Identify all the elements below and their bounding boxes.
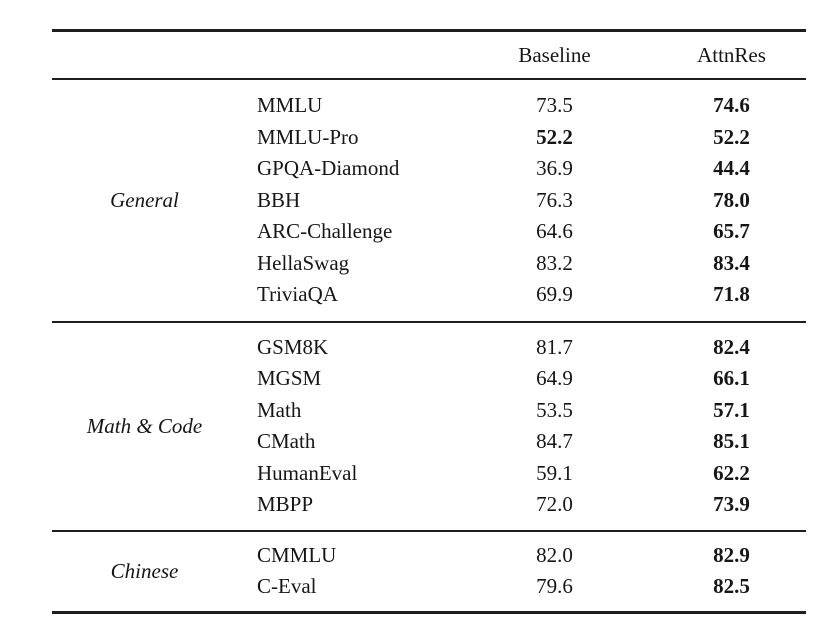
attnres-value: 66.1 [713,366,750,391]
table-header-row: Baseline AttnRes [52,32,806,80]
benchmark-name: CMMLU [257,542,337,567]
baseline-value: 83.2 [536,250,573,275]
baseline-value: 72.0 [536,492,573,517]
attnres-value: 82.4 [713,334,750,359]
section-general: General MMLU 73.5 74.6 MMLU-Pro 52.2 52.… [52,80,806,323]
benchmark-name: MMLU-Pro [257,124,359,149]
baseline-value: 69.9 [536,282,573,307]
attnres-value: 78.0 [713,187,750,212]
baseline-value: 64.9 [536,366,573,391]
benchmark-name: BBH [257,187,301,212]
benchmark-name: Math [257,397,302,422]
attnres-value: 82.5 [713,574,750,599]
attnres-value: 82.9 [713,542,750,567]
baseline-value: 73.5 [536,93,573,118]
baseline-value: 64.6 [536,219,573,244]
attnres-value: 65.7 [713,219,750,244]
benchmark-name: HellaSwag [257,250,350,275]
attnres-value: 83.4 [713,250,750,275]
group-label-math-code: Math & Code [86,413,203,438]
benchmark-name: ARC-Challenge [257,219,393,244]
benchmark-results-table: Baseline AttnRes General MMLU 73.5 74.6 … [52,29,806,614]
baseline-value: 76.3 [536,187,573,212]
benchmark-name: CMath [257,429,316,454]
attnres-value: 71.8 [713,282,750,307]
attnres-value: 85.1 [713,429,750,454]
benchmark-name: GSM8K [257,334,329,359]
group-label-general: General [110,187,179,212]
baseline-value: 79.6 [536,574,573,599]
section-math-code: Math & Code GSM8K 81.7 82.4 MGSM 64.9 66… [52,323,806,532]
benchmark-name: GPQA-Diamond [257,156,400,181]
baseline-value: 81.7 [536,334,573,359]
header-attnres: AttnRes [697,42,766,67]
baseline-value: 53.5 [536,397,573,422]
baseline-value: 52.2 [536,124,573,149]
benchmark-name: C-Eval [257,574,317,599]
benchmark-name: MGSM [257,366,322,391]
baseline-value: 82.0 [536,542,573,567]
attnres-value: 44.4 [713,156,750,181]
benchmark-name: TriviaQA [257,282,338,307]
baseline-value: 84.7 [536,429,573,454]
header-baseline: Baseline [518,42,591,67]
group-label-chinese: Chinese [110,558,179,583]
attnres-value: 62.2 [713,460,750,485]
benchmark-name: HumanEval [257,460,358,485]
benchmark-name: MBPP [257,492,314,517]
attnres-value: 73.9 [713,492,750,517]
attnres-value: 52.2 [713,124,750,149]
baseline-value: 36.9 [536,156,573,181]
baseline-value: 59.1 [536,460,573,485]
benchmark-name: MMLU [257,93,323,118]
attnres-value: 74.6 [713,93,750,118]
section-chinese: Chinese CMMLU 82.0 82.9 C-Eval 79.6 82.5 [52,532,806,611]
attnres-value: 57.1 [713,397,750,422]
